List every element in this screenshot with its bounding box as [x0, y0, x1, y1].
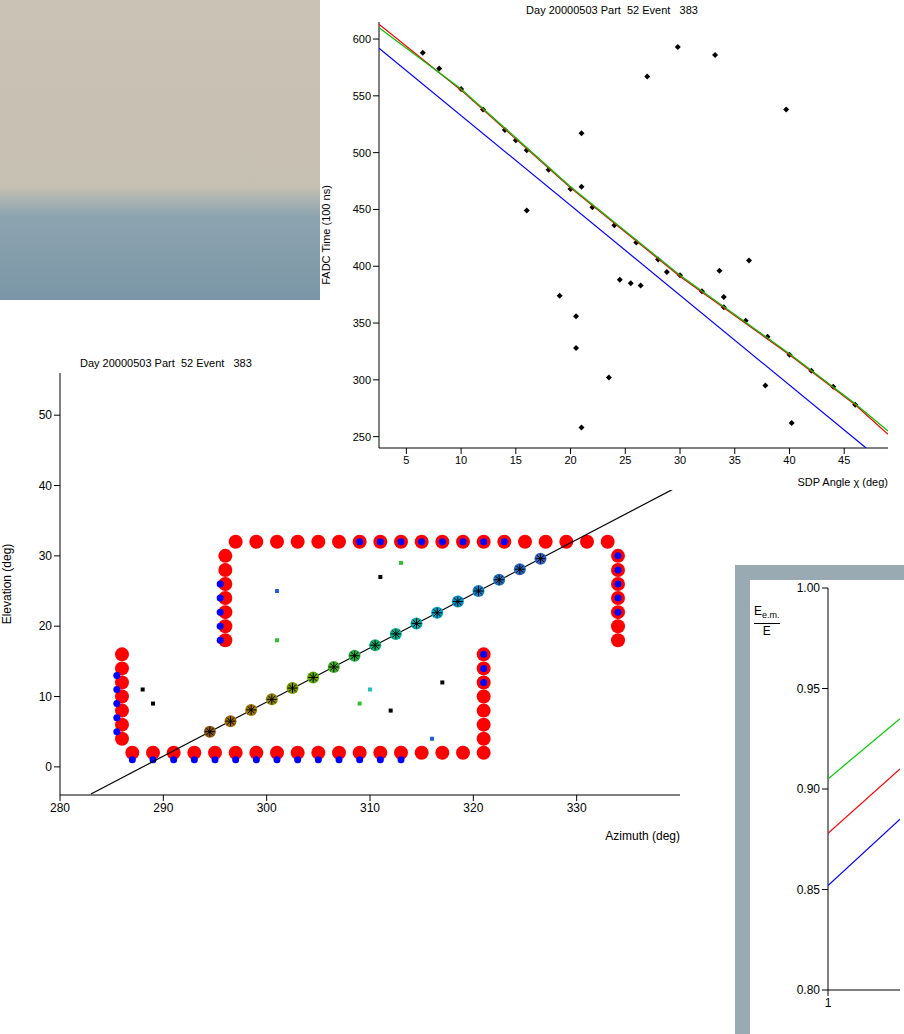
svg-text:30: 30	[674, 454, 686, 466]
svg-text:20: 20	[564, 454, 576, 466]
html-text:Ee.m.: Ee.m.	[754, 604, 780, 621]
svg-text:10: 10	[455, 454, 467, 466]
svg-text:40: 40	[39, 479, 53, 493]
svg-text:310: 310	[360, 801, 380, 815]
svg-text:0.80: 0.80	[797, 983, 821, 997]
html-text:E: E	[762, 624, 771, 639]
svg-text:290: 290	[153, 801, 173, 815]
svg-text:1.00: 1.00	[797, 581, 821, 595]
svg-text:280: 280	[50, 801, 70, 815]
svg-text:FADC Time (100 ns): FADC Time (100 ns)	[320, 185, 332, 285]
svg-text:320: 320	[463, 801, 483, 815]
svg-text:Elevation (deg): Elevation (deg)	[0, 544, 14, 625]
svg-text:15: 15	[510, 454, 522, 466]
svg-text:250: 250	[353, 431, 371, 443]
svg-text:35: 35	[729, 454, 741, 466]
svg-text:300: 300	[353, 374, 371, 386]
svg-text:400: 400	[353, 260, 371, 272]
svg-text:300: 300	[257, 801, 277, 815]
svg-text:5: 5	[403, 454, 409, 466]
svg-text:500: 500	[353, 147, 371, 159]
svg-text:0.90: 0.90	[797, 782, 821, 796]
svg-text:50: 50	[39, 408, 53, 422]
svg-text:550: 550	[353, 90, 371, 102]
svg-text:0.95: 0.95	[797, 682, 821, 696]
svg-text:350: 350	[353, 317, 371, 329]
svg-text:10: 10	[39, 690, 53, 704]
svg-text:0: 0	[45, 760, 52, 774]
svg-text:450: 450	[353, 203, 371, 215]
svg-text:330: 330	[567, 801, 587, 815]
html-text:Day 20000503 Part 52 Event 383: Day 20000503 Part 52 Event 383	[80, 357, 252, 369]
svg-text:0.85: 0.85	[797, 883, 821, 897]
svg-text:20: 20	[39, 619, 53, 633]
svg-text:SDP Angle χ (deg): SDP Angle χ (deg)	[797, 476, 888, 488]
svg-text:40: 40	[783, 454, 795, 466]
html-text:Day 20000503 Part 52 Event 383: Day 20000503 Part 52 Event 383	[526, 4, 698, 16]
svg-text:25: 25	[619, 454, 631, 466]
svg-text:600: 600	[353, 33, 371, 45]
svg-text:Azimuth (deg): Azimuth (deg)	[605, 829, 680, 843]
svg-text:45: 45	[838, 454, 850, 466]
svg-text:1: 1	[825, 996, 832, 1010]
svg-text:30: 30	[39, 549, 53, 563]
